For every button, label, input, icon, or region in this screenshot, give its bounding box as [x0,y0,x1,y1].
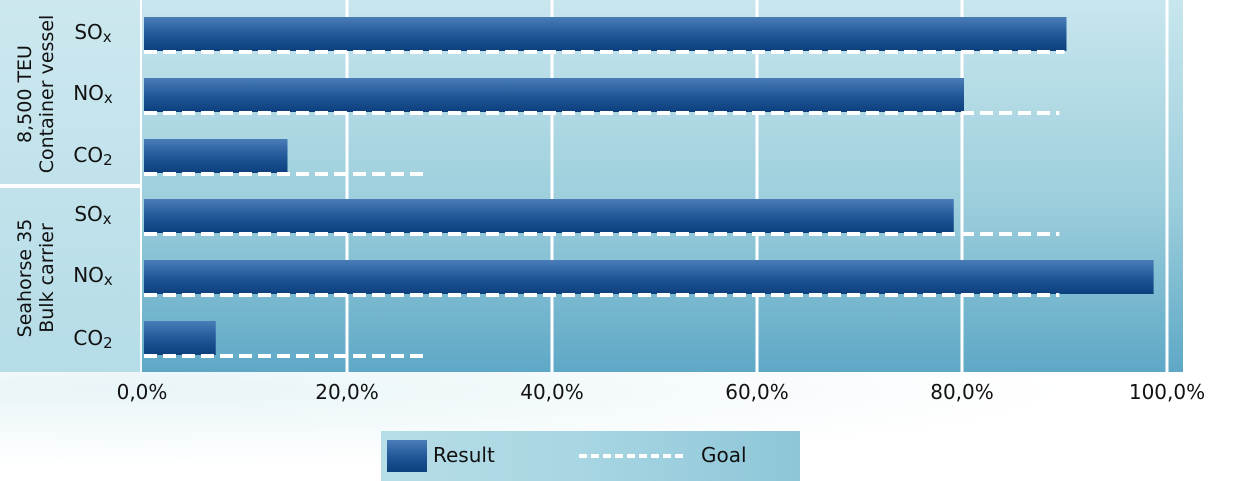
x-tick-label: 100,0% [1128,380,1206,404]
result-bar [144,321,216,355]
group-label-line2: Container vessel [36,14,58,174]
plot-area [142,0,1183,372]
legend-goal-dash [579,454,683,458]
group-label-line1: 8,500 TEU [14,45,36,143]
category-label: NOx [73,81,113,107]
category-label: SOx [74,202,112,228]
category-label: CO2 [73,326,113,352]
legend: Result Goal [381,431,800,481]
result-bar [144,260,1154,294]
result-bar [144,139,288,173]
group-divider [0,184,140,188]
x-tick-label: 20,0% [315,380,379,404]
legend-result-swatch [387,440,427,472]
legend-result-label: Result [433,443,495,467]
category-label: NOx [73,263,113,289]
x-tick-label: 0,0% [116,380,168,404]
group-label-line1: Seahorse 35 [14,218,36,338]
group-label-line2: Bulk carrier [36,223,58,333]
category-label: SOx [74,20,112,46]
x-tick-label: 60,0% [725,380,789,404]
result-bar [144,199,954,233]
result-bar [144,78,964,112]
category-label: CO2 [73,143,113,169]
x-tick-label: 80,0% [930,380,994,404]
result-bar [144,17,1067,51]
bar-chart [144,0,1169,372]
x-tick-label: 40,0% [520,380,584,404]
legend-goal-label: Goal [701,443,747,467]
